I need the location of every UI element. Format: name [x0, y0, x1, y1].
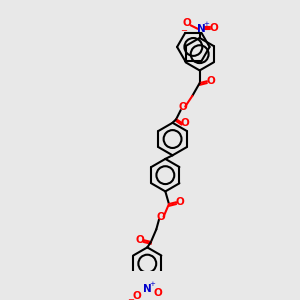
Text: O: O	[154, 287, 163, 298]
Text: O: O	[136, 235, 144, 245]
Text: O: O	[206, 76, 215, 86]
Text: O: O	[132, 291, 141, 300]
Text: −: −	[180, 26, 187, 35]
Text: +: +	[203, 21, 209, 27]
Text: O: O	[178, 102, 187, 112]
Text: O: O	[183, 19, 191, 28]
Text: +: +	[149, 281, 155, 287]
Text: O: O	[210, 23, 218, 33]
Text: N: N	[143, 284, 152, 294]
Text: O: O	[181, 118, 190, 128]
Text: N: N	[197, 24, 206, 34]
Text: −: −	[128, 295, 134, 300]
Text: O: O	[157, 212, 165, 222]
Text: O: O	[176, 197, 184, 207]
